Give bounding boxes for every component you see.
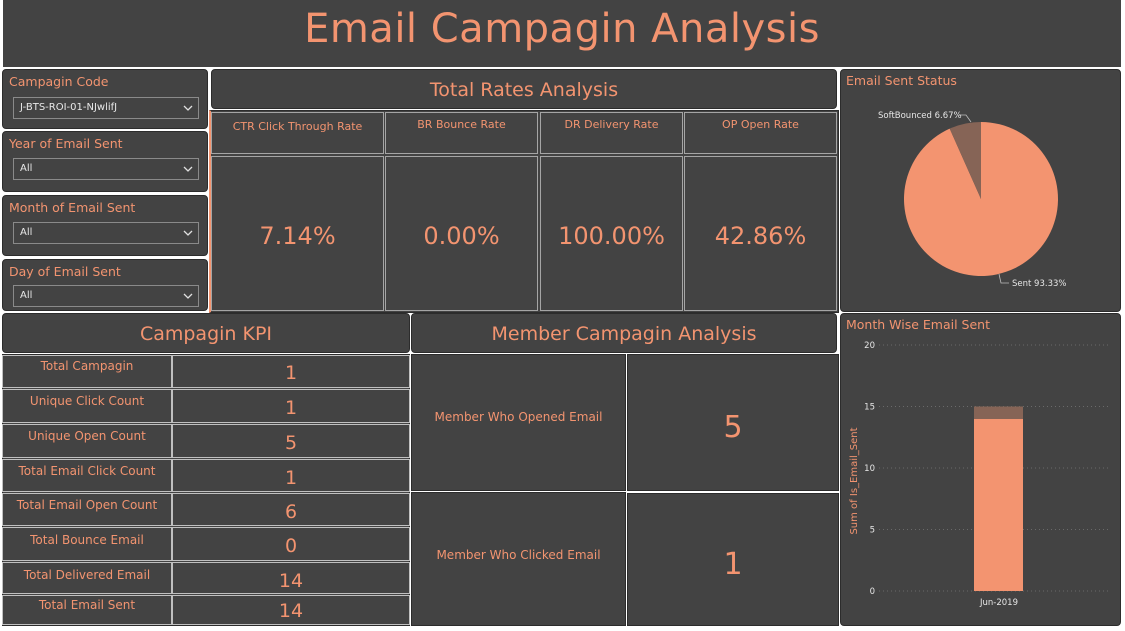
filter-label: Month of Email Sent — [9, 200, 136, 215]
ctr-header: CTR Click Through Rate — [211, 112, 384, 154]
member-title: Member Campagin Analysis — [491, 323, 757, 345]
op-header: OP Open Rate — [684, 112, 837, 154]
member-opened-label: Member Who Opened Email — [434, 410, 603, 424]
y-axis-title: Sum of Is_Email_Sent — [849, 427, 860, 534]
year-dropdown[interactable]: All — [13, 158, 199, 180]
chevron-down-icon — [183, 105, 193, 111]
kpi-label-total-campaign: Total Campagin — [2, 355, 172, 388]
chevron-down-icon — [183, 230, 193, 236]
kpi-value-total-delivered: 14 — [172, 562, 410, 594]
month-chart-panel: Month Wise Email Sent Sum of Is_Email_Se… — [840, 313, 1121, 626]
dropdown-value: All — [20, 227, 33, 238]
kpi-label-total-delivered: Total Delivered Email — [2, 562, 172, 594]
email-status-panel: Email Sent Status SoftBounced 6.67% Sent… — [840, 69, 1121, 312]
month-bar-chart: Sum of Is_Email_Sent Jun-2019 0 5 10 15 20 — [849, 341, 1111, 608]
member-opened-label-card: Member Who Opened Email — [411, 354, 626, 491]
filter-label: Campagin Code — [9, 74, 109, 89]
bar-segment-softbounced[interactable] — [974, 406, 1023, 419]
kpi-value-unique-open: 5 — [172, 424, 410, 458]
kpi-label-total-click: Total Email Click Count — [2, 459, 172, 492]
br-header: BR Bounce Rate — [385, 112, 538, 154]
page-title: Email Campagin Analysis — [3, 0, 1121, 67]
filter-label: Day of Email Sent — [9, 264, 121, 279]
pie-label-sent: Sent 93.33% — [1012, 279, 1066, 289]
kpi-section-title: Campagin KPI — [2, 313, 410, 353]
y-tick-label: 5 — [870, 526, 875, 536]
leader-line-sent — [998, 273, 1009, 284]
dropdown-value: J-BTS-ROI-01-NJwlifJ — [20, 102, 118, 113]
day-dropdown[interactable]: All — [13, 285, 199, 307]
y-tick-label: 20 — [864, 341, 875, 351]
member-section-title: Member Campagin Analysis — [411, 313, 837, 353]
kpi-label-total-sent: Total Email Sent — [2, 595, 172, 625]
member-opened-value-card: 5 — [627, 354, 839, 491]
kpi-label-total-open: Total Email Open Count — [2, 493, 172, 526]
dr-value: 100.00% — [540, 156, 683, 311]
member-clicked-value: 1 — [723, 547, 743, 582]
filter-label: Year of Email Sent — [9, 136, 123, 151]
y-tick-label: 0 — [870, 587, 875, 597]
op-value: 42.86% — [684, 156, 837, 311]
chevron-down-icon — [183, 166, 193, 172]
x-tick-label: Jun-2019 — [979, 598, 1018, 608]
filter-campaign-code: Campagin Code J-BTS-ROI-01-NJwlifJ — [2, 69, 208, 129]
month-chart-title: Month Wise Email Sent — [846, 317, 990, 332]
kpi-value-unique-click: 1 — [172, 389, 410, 423]
pie-label-softbounced: SoftBounced 6.67% — [878, 111, 962, 121]
member-clicked-value-card: 1 — [627, 493, 839, 626]
filter-month: Month of Email Sent All — [2, 195, 208, 256]
kpi-value-total-sent: 14 — [172, 595, 410, 625]
month-dropdown[interactable]: All — [13, 222, 199, 244]
email-status-title: Email Sent Status — [846, 73, 957, 88]
kpi-value-total-campaign: 1 — [172, 355, 410, 388]
y-tick-label: 10 — [864, 464, 875, 474]
email-status-pie: SoftBounced 6.67% Sent 93.33% — [878, 111, 1066, 289]
y-tick-label: 15 — [864, 403, 875, 413]
filter-year: Year of Email Sent All — [2, 131, 208, 192]
kpi-label-unique-click: Unique Click Count — [2, 389, 172, 423]
kpi-title: Campagin KPI — [139, 323, 273, 345]
br-value: 0.00% — [385, 156, 538, 311]
leader-line-softbounced — [959, 114, 972, 123]
bar-segment-sent[interactable] — [974, 418, 1023, 591]
dropdown-value: All — [20, 290, 33, 301]
rates-title: Total Rates Analysis — [429, 79, 619, 101]
rates-section-title: Total Rates Analysis — [211, 69, 837, 109]
chevron-down-icon — [183, 293, 193, 299]
filter-day: Day of Email Sent All — [2, 259, 208, 311]
kpi-value-total-bounce: 0 — [172, 527, 410, 561]
kpi-label-total-bounce: Total Bounce Email — [2, 527, 172, 561]
campaign-code-dropdown[interactable]: J-BTS-ROI-01-NJwlifJ — [13, 97, 199, 119]
kpi-value-total-open: 6 — [172, 493, 410, 526]
dr-header: DR Delivery Rate — [540, 112, 683, 154]
member-opened-value: 5 — [723, 410, 743, 445]
kpi-value-total-click: 1 — [172, 459, 410, 492]
member-clicked-label-card: Member Who Clicked Email — [411, 492, 626, 626]
ctr-value: 7.14% — [211, 156, 384, 311]
kpi-label-unique-open: Unique Open Count — [2, 424, 172, 458]
pie-slice-softbounced[interactable] — [949, 122, 981, 199]
dropdown-value: All — [20, 163, 33, 174]
member-clicked-label: Member Who Clicked Email — [436, 548, 601, 562]
